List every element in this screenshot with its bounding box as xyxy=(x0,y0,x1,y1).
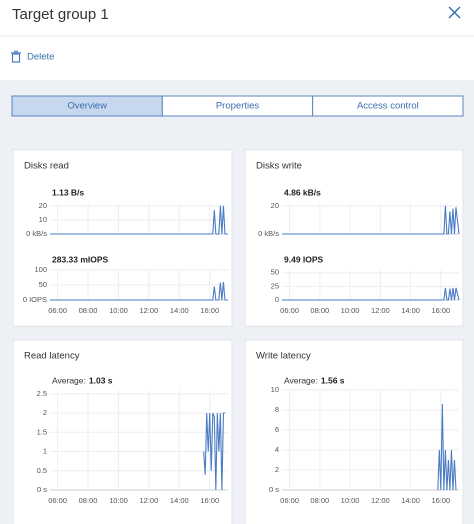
panel: Disks read 1.13 B/s 0 kB/s 10 20 283.33 mIOPS… xyxy=(12,149,233,327)
chart-title: 1.13 B/s xyxy=(52,187,84,197)
x-tick-label: 06:00 xyxy=(48,496,67,505)
delete-label: Delete xyxy=(27,52,54,63)
x-tick-label: 12:00 xyxy=(371,306,390,315)
title: Target group 1 xyxy=(12,6,109,23)
series-line xyxy=(282,205,460,235)
panel-title: Read latency xyxy=(24,351,80,362)
panel: Read latency Average: 1.03 s 0 s 0.5 1 1.5 2 2.5… xyxy=(12,339,233,524)
panel-title: Disks read xyxy=(24,161,69,172)
x-tick-label: 14:00 xyxy=(170,496,189,505)
y-tick-label: 1.5 xyxy=(37,427,47,436)
average-label: Average: xyxy=(52,375,86,385)
x-tick-label: 06:00 xyxy=(280,306,299,315)
panel-title: Disks write xyxy=(256,161,302,172)
panel: Disks write 4.86 kB/s 0 kB/s 20 9.49 IOPS 0 25… xyxy=(244,149,464,327)
chart-title: 283.33 mIOPS xyxy=(52,254,109,264)
panel-bg xyxy=(244,339,464,524)
x-tick-label: 08:00 xyxy=(79,306,98,315)
close-button[interactable] xyxy=(448,6,461,19)
tab[interactable]: Properties xyxy=(161,95,314,117)
x-tick-label: 16:00 xyxy=(431,496,450,505)
y-tick-label: 20 xyxy=(39,201,47,210)
x-tick-label: 14:00 xyxy=(401,306,420,315)
x-tick-label: 14:00 xyxy=(401,496,420,505)
x-tick-label: 12:00 xyxy=(139,496,158,505)
chart-title: 4.86 kB/s xyxy=(284,187,321,197)
chart-title: 9.49 IOPS xyxy=(284,254,324,264)
series-line xyxy=(437,403,457,491)
y-tick-label: 25 xyxy=(271,281,279,290)
x-tick-label: 14:00 xyxy=(170,306,189,315)
y-tick-label: 2 xyxy=(275,465,279,474)
y-tick-label: 0 kB/s xyxy=(258,229,279,238)
average-value: 1.03 s xyxy=(89,375,113,385)
x-tick-label: 16:00 xyxy=(200,306,219,315)
y-tick-label: 0 xyxy=(275,295,279,304)
y-tick-label: 50 xyxy=(39,280,47,289)
y-tick-label: 4 xyxy=(275,445,279,454)
y-tick-label: 0 IOPS xyxy=(23,295,47,304)
x-tick-label: 16:00 xyxy=(431,306,450,315)
x-tick-label: 10:00 xyxy=(341,306,360,315)
series-line xyxy=(282,287,460,301)
series-line xyxy=(50,205,228,235)
y-tick-label: 10 xyxy=(39,215,47,224)
x-tick-label: 08:00 xyxy=(310,306,329,315)
x-tick-label: 06:00 xyxy=(48,306,67,315)
y-tick-label: 2.5 xyxy=(37,389,47,398)
y-tick-label: 6 xyxy=(275,425,279,434)
x-tick-label: 10:00 xyxy=(109,496,128,505)
delete-button[interactable]: Delete xyxy=(11,50,54,63)
tab-label: Properties xyxy=(216,101,260,112)
y-tick-label: 1 xyxy=(43,447,47,456)
tab[interactable]: Overview xyxy=(11,95,163,117)
y-tick-label: 0 kB/s xyxy=(26,229,47,238)
series-line xyxy=(50,281,228,301)
header-bg xyxy=(0,0,474,80)
y-tick-label: 50 xyxy=(271,268,279,277)
x-tick-label: 10:00 xyxy=(109,306,128,315)
trash-icon xyxy=(11,50,21,63)
tab[interactable]: Access control xyxy=(312,95,464,117)
tab-bg xyxy=(312,95,464,117)
x-tick-label: 06:00 xyxy=(280,496,299,505)
y-tick-label: 2 xyxy=(43,408,47,417)
x-tick-label: 12:00 xyxy=(371,496,390,505)
average-label: Average: xyxy=(284,375,318,385)
x-tick-label: 16:00 xyxy=(200,496,219,505)
y-tick-label: 20 xyxy=(271,201,279,210)
x-tick-label: 12:00 xyxy=(139,306,158,315)
series-line xyxy=(203,412,225,491)
y-tick-label: 0 s xyxy=(37,485,47,494)
x-tick-label: 10:00 xyxy=(341,496,360,505)
y-tick-label: 0.5 xyxy=(37,466,47,475)
average-value: 1.56 s xyxy=(321,375,345,385)
tab-label: Overview xyxy=(67,101,107,112)
y-tick-label: 0 s xyxy=(269,485,279,494)
panel-title: Write latency xyxy=(256,351,311,362)
y-tick-label: 100 xyxy=(34,265,47,274)
panel-bg xyxy=(244,149,464,327)
panel-bg xyxy=(12,149,233,327)
tab-label: Access control xyxy=(357,101,419,112)
y-tick-label: 10 xyxy=(271,385,279,394)
x-tick-label: 08:00 xyxy=(79,496,98,505)
panel: Write latency Average: 1.56 s 0 s 2 4 6 8 10 06:0… xyxy=(244,339,464,524)
tabs: Overview Properties Access control xyxy=(11,95,464,117)
y-tick-label: 8 xyxy=(275,405,279,414)
x-tick-label: 08:00 xyxy=(310,496,329,505)
